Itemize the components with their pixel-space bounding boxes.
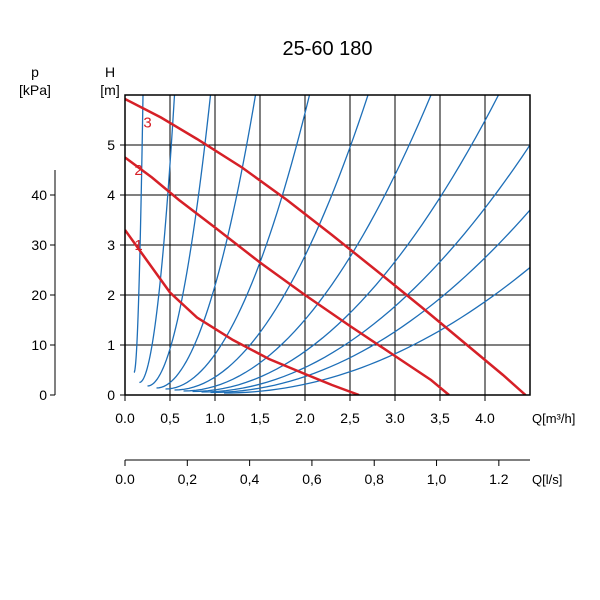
chart-bg: [0, 0, 600, 600]
y-inner-tick-label: 2: [107, 287, 115, 303]
x-bottom-unit: Q[l/s]: [532, 472, 562, 487]
y-outer-tick-label: 40: [31, 187, 47, 203]
x-top-tick-label: 1.0: [205, 410, 225, 426]
x-bottom-tick-label: 0,6: [302, 471, 322, 487]
y-outer-tick-label: 10: [31, 337, 47, 353]
y-inner-unit: [m]: [100, 82, 119, 98]
y-inner-tick-label: 1: [107, 337, 115, 353]
x-bottom-tick-label: 0.0: [115, 471, 135, 487]
pump-curve-label: 3: [143, 115, 151, 132]
x-top-unit: Q[m³/h]: [532, 411, 575, 426]
x-bottom-tick-label: 0,4: [240, 471, 260, 487]
pump-curve-label: 1: [134, 237, 142, 254]
x-bottom-tick-label: 1.2: [489, 471, 509, 487]
x-bottom-tick-label: 0,2: [178, 471, 198, 487]
x-top-tick-label: 0,5: [160, 410, 180, 426]
y-inner-tick-label: 0: [107, 387, 115, 403]
x-top-tick-label: 1,5: [250, 410, 270, 426]
y-inner-tick-label: 3: [107, 237, 115, 253]
y-outer-title: p: [31, 64, 39, 80]
y-inner-tick-label: 5: [107, 137, 115, 153]
chart-title: 25-60 180: [282, 38, 372, 60]
y-outer-tick-label: 0: [39, 387, 47, 403]
x-top-tick-label: 0.0: [115, 410, 135, 426]
x-top-tick-label: 2,5: [340, 410, 360, 426]
x-top-tick-label: 3.0: [385, 410, 405, 426]
y-outer-unit: [kPa]: [19, 82, 51, 98]
x-top-tick-label: 2.0: [295, 410, 315, 426]
chart-svg: 25-60 180 1 2 3 H [m] 0 1 2 3 4 5 p [kPa] 0 10 20 30 40 0.0…: [0, 0, 600, 600]
y-inner-tick-label: 4: [107, 187, 115, 203]
x-top-tick-label: 3,5: [430, 410, 450, 426]
pump-curve-label: 2: [134, 162, 142, 179]
x-bottom-tick-label: 0,8: [364, 471, 384, 487]
y-outer-tick-label: 30: [31, 237, 47, 253]
x-bottom-tick-label: 1,0: [427, 471, 447, 487]
pump-curve-chart: 25-60 180 1 2 3 H [m] 0 1 2 3 4 5 p [kPa] 0 10 20 30 40 0.0…: [0, 0, 600, 600]
y-outer-tick-label: 20: [31, 287, 47, 303]
y-inner-title: H: [105, 64, 115, 80]
x-top-tick-label: 4.0: [475, 410, 495, 426]
